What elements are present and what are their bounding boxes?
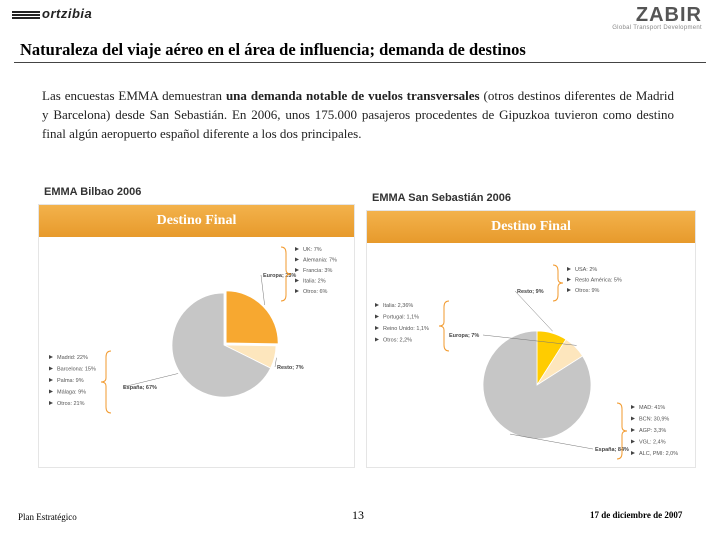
- ss-espana-item: MAD: 41%: [639, 405, 665, 411]
- ss-leader-line: [514, 290, 553, 332]
- ss-resto-item: Resto América: 5%: [575, 278, 622, 284]
- bilbao-espana-bullet-icon: [49, 378, 53, 382]
- ss-europa-item: Portugal: 1,1%: [383, 315, 419, 321]
- ss-slice-label: España; 84%: [595, 447, 629, 453]
- title-divider: [14, 62, 706, 63]
- bilbao-europa-bullet-icon: [295, 247, 299, 251]
- ss-pie-chart: Resto; 9% Europa; 7% España; 84% USA: 2% Res…: [375, 264, 678, 460]
- bilbao-espana-bullet-icon: [49, 389, 53, 394]
- bilbao-europa-bullet-icon: [295, 278, 299, 283]
- ss-pie-slice: [482, 330, 592, 440]
- ss-chart-panel: Destino Final Resto; 9% Europa; 7% España;…: [366, 210, 696, 468]
- bilbao-espana-item: Barcelona: 15%: [57, 367, 96, 373]
- bilbao-leader-line: [260, 274, 265, 306]
- ss-resto-bullet-icon: [567, 288, 571, 292]
- ss-europa-item: Reino Unido: 1,1%: [383, 326, 429, 332]
- intro-paragraph: Las encuestas EMMA demuestran una demand…: [42, 86, 674, 143]
- ss-espana-bullet-icon: [631, 405, 635, 409]
- ss-slice-label: Europa; 7%: [449, 333, 479, 339]
- bilbao-europa-bullet-icon: [295, 257, 299, 262]
- ss-chart-header: Destino Final: [367, 211, 695, 243]
- ss-espana-bullet-icon: [631, 428, 635, 432]
- bilbao-europa-item: Otros: 6%: [303, 289, 328, 295]
- ss-espana-item: VGL: 2,4%: [639, 440, 666, 446]
- bilbao-espana-item: Madrid: 22%: [57, 355, 88, 361]
- ss-espana-item: AGP: 3,3%: [639, 428, 666, 434]
- bilbao-espana-bullet-icon: [49, 355, 53, 359]
- bilbao-espana-bullet-icon: [49, 401, 53, 405]
- intro-pre: Las encuestas EMMA demuestran: [42, 88, 226, 103]
- ss-resto-item: Otros: 9%: [575, 288, 600, 294]
- ss-resto-item: USA: 2%: [575, 267, 597, 273]
- bilbao-europa-item: Alemania: 7%: [303, 258, 337, 264]
- bilbao-chart-panel: Destino Final Europa; 25% Resto; 7% España…: [38, 204, 355, 468]
- bilbao-europa-item: Francia: 3%: [303, 268, 332, 274]
- bilbao-europa-bullet-icon: [295, 289, 299, 293]
- bilbao-chart-title: EMMA Bilbao 2006: [44, 186, 142, 198]
- bilbao-europa-bracket: [280, 246, 292, 302]
- bilbao-europa-item: Italia: 2%: [303, 279, 326, 285]
- ss-slice-label: Resto; 9%: [517, 289, 544, 295]
- bilbao-slice-label: Europa; 25%: [263, 273, 296, 279]
- footer-date: 17 de diciembre de 2007: [590, 510, 683, 520]
- ss-espana-item: BCN: 30,9%: [639, 417, 669, 423]
- ortzibia-logo: ortzibia: [12, 6, 92, 21]
- ss-espana-bullet-icon: [631, 451, 635, 455]
- ss-espana-bullet-icon: [631, 416, 635, 421]
- bilbao-pie-slice: [225, 290, 279, 345]
- page-number: 13: [352, 508, 364, 522]
- ss-europa-bullet-icon: [375, 337, 379, 342]
- bilbao-chart-header: Destino Final: [39, 205, 354, 237]
- ss-europa-bullet-icon: [375, 326, 379, 330]
- bilbao-europa-bullet-icon: [295, 268, 299, 272]
- intro-bold: una demanda notable de vuelos transversa…: [225, 88, 480, 103]
- ss-europa-bullet-icon: [375, 303, 379, 307]
- zabir-logo-text: ZABIR: [635, 4, 702, 26]
- bilbao-espana-item: Palma: 9%: [57, 378, 84, 384]
- bilbao-slice-label: España; 67%: [123, 385, 157, 391]
- ss-europa-item: Italia: 2,36%: [383, 303, 413, 309]
- bilbao-espana-item: Otros: 21%: [57, 401, 85, 407]
- bilbao-espana-bullet-icon: [49, 366, 53, 371]
- zabir-logo: ZABIR Global Transport Development: [612, 4, 702, 31]
- ss-europa-bullet-icon: [375, 314, 379, 319]
- ss-espana-item: ALC, PMI: 2,0%: [639, 451, 678, 457]
- logo-bars-icon: [12, 10, 40, 19]
- bilbao-espana-item: Málaga: 9%: [57, 390, 86, 396]
- ss-resto-bullet-icon: [567, 267, 571, 271]
- logo-left-text: ortzibia: [42, 6, 93, 21]
- ss-espana-bullet-icon: [631, 439, 635, 444]
- bilbao-espana-bracket: [100, 350, 112, 414]
- bilbao-pie-chart: Europa; 25% Resto; 7% España; 67% UK: 7% Ale…: [49, 246, 337, 414]
- bilbao-leader-line: [122, 373, 179, 388]
- footer-plan-label: Plan Estratégico: [18, 512, 77, 522]
- ss-leader-line: [509, 433, 594, 450]
- ss-chart-title: EMMA San Sebastián 2006: [372, 192, 511, 204]
- ss-leader-line: [482, 334, 577, 346]
- ss-europa-item: Otros: 2,2%: [383, 338, 412, 344]
- ss-resto-bracket: [552, 264, 564, 302]
- ss-espana-bracket: [616, 402, 628, 460]
- zabir-tagline: Global Transport Development: [612, 25, 702, 31]
- page-title: Naturaleza del viaje aéreo en el área de…: [20, 40, 526, 59]
- ss-resto-bullet-icon: [567, 277, 571, 282]
- intro-post: (otros destinos diferentes de Madrid y B…: [42, 88, 674, 141]
- bilbao-europa-item: UK: 7%: [303, 247, 322, 253]
- ss-europa-bracket: [438, 300, 450, 352]
- bilbao-slice-label: Resto; 7%: [277, 365, 304, 371]
- bilbao-pie-slice: [171, 292, 272, 398]
- bilbao-leader-line: [274, 357, 277, 368]
